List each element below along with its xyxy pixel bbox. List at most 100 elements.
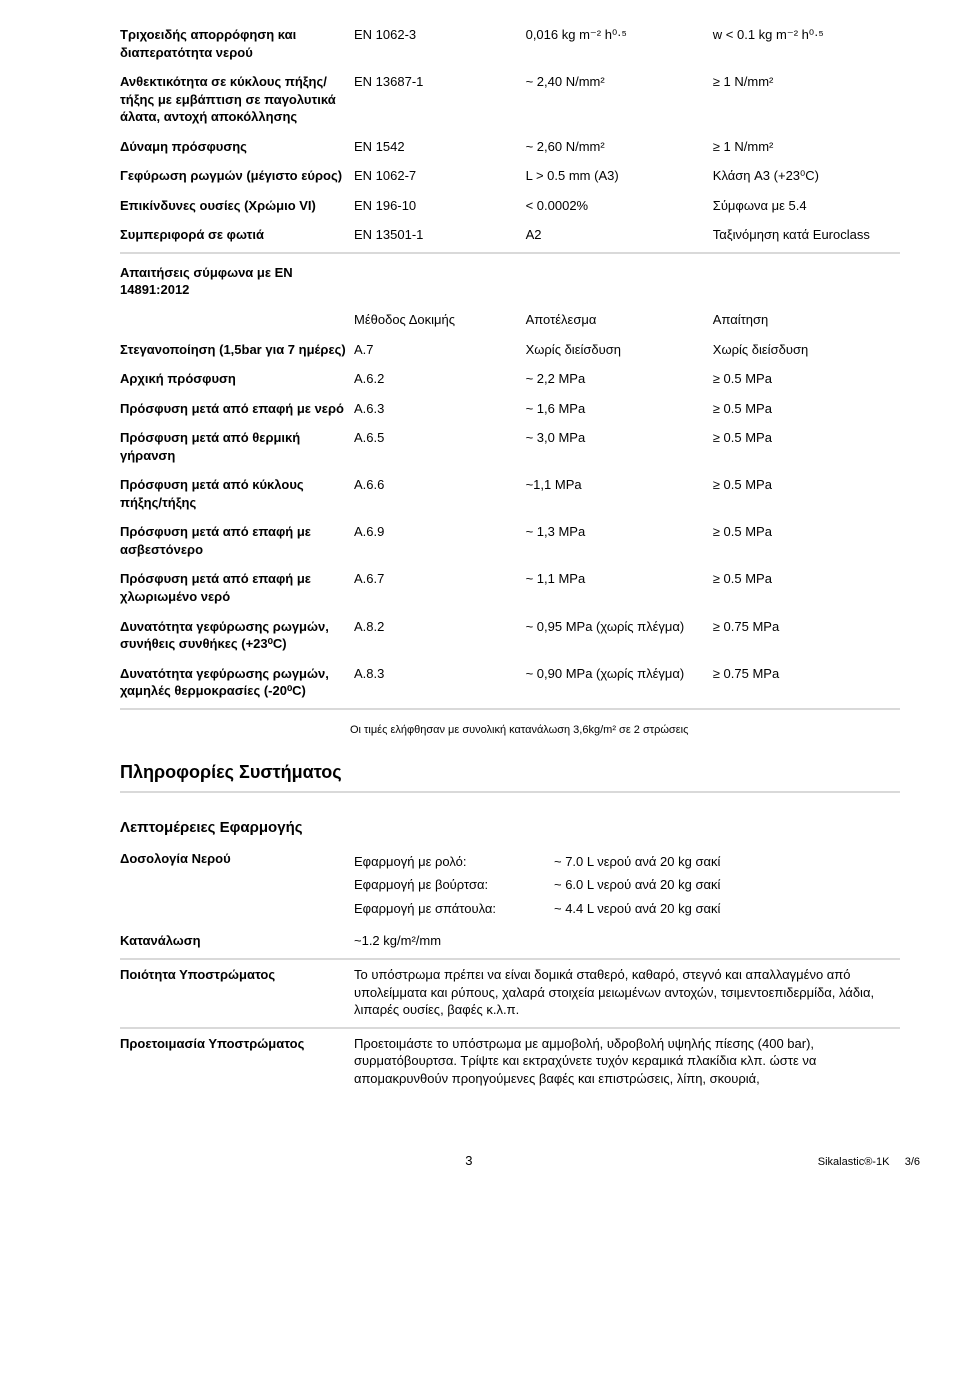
- row-requirement: ≥ 0.5 MPa: [713, 517, 900, 564]
- row-label: Συμπεριφορά σε φωτιά: [120, 220, 354, 253]
- water-dosage-row: Εφαρμογή με σπάτουλα:~ 4.4 L νερού ανά 2…: [354, 897, 892, 921]
- row-result: ~ 3,0 MPa: [526, 423, 713, 470]
- section-system-info: Πληροφορίες Συστήματος: [120, 742, 900, 791]
- table2-heading-row: Απαιτήσεις σύμφωνα με EN 14891:2012: [120, 258, 900, 305]
- row-label: Δύναμη πρόσφυσης: [120, 132, 354, 162]
- page-footer: 3 Sikalastic®-1K 3/6: [0, 1153, 960, 1188]
- row-method: A.8.3: [354, 659, 526, 709]
- footnote-text: Οι τιμές ελήφθησαν με συνολική κατανάλωσ…: [120, 710, 900, 742]
- spec-table-2: Απαιτήσεις σύμφωνα με EN 14891:2012Μέθοδ…: [120, 258, 900, 710]
- row-label: Πρόσφυση μετά από επαφή με ασβεστόνερο: [120, 517, 354, 564]
- section-app-details: Λεπτομέρειες Εφαρμογής: [120, 799, 900, 844]
- row-method: EN 13687-1: [354, 67, 526, 132]
- table-row: Πρόσφυση μετά από επαφή με νερόA.6.3~ 1,…: [120, 394, 900, 424]
- row-requirement: Κλάση A3 (+23⁰C): [713, 161, 900, 191]
- row-result: A2: [526, 220, 713, 253]
- substrate-quality-label: Ποιότητα Υποστρώματος: [120, 959, 354, 1028]
- spec-table-1: Τριχοειδής απορρόφηση και διαπερατότητα …: [120, 20, 900, 254]
- row-result: < 0.0002%: [526, 191, 713, 221]
- row-requirement: ≥ 0.75 MPa: [713, 659, 900, 709]
- row-requirement: ≥ 0.5 MPa: [713, 364, 900, 394]
- row-result: ~ 0,95 MPa (χωρίς πλέγμα): [526, 612, 713, 659]
- row-label: Γεφύρωση ρωγμών (μέγιστο εύρος): [120, 161, 354, 191]
- row-requirement: ≥ 0.5 MPa: [713, 564, 900, 611]
- row-requirement: Ταξινόμηση κατά Euroclass: [713, 220, 900, 253]
- row-method: A.6.5: [354, 423, 526, 470]
- table-row: Συμπεριφορά σε φωτιάEN 13501-1A2Ταξινόμη…: [120, 220, 900, 253]
- row-requirement: Σύμφωνα με 5.4: [713, 191, 900, 221]
- row-label: Δυνατότητα γεφύρωσης ρωγμών, χαμηλές θερ…: [120, 659, 354, 709]
- water-method: Εφαρμογή με βούρτσα:: [354, 876, 554, 894]
- row-method: EN 196-10: [354, 191, 526, 221]
- water-value: ~ 7.0 L νερού ανά 20 kg σακί: [554, 854, 720, 869]
- row-label: Δυνατότητα γεφύρωσης ρωγμών, συνήθεις συ…: [120, 612, 354, 659]
- footer-pager: 3/6: [905, 1156, 920, 1168]
- row-requirement: ≥ 1 N/mm²: [713, 132, 900, 162]
- table-row: Δυνατότητα γεφύρωσης ρωγμών, χαμηλές θερ…: [120, 659, 900, 709]
- table-row: Πρόσφυση μετά από θερμική γήρανσηA.6.5~ …: [120, 423, 900, 470]
- row-label: Αρχική πρόσφυση: [120, 364, 354, 394]
- row-result: ~ 1,3 MPa: [526, 517, 713, 564]
- row-method: EN 1062-7: [354, 161, 526, 191]
- row-method: A.8.2: [354, 612, 526, 659]
- row-result: L > 0.5 mm (A3): [526, 161, 713, 191]
- table-row: Ανθεκτικότητα σε κύκλους πήξης/τήξης με …: [120, 67, 900, 132]
- row-label: Πρόσφυση μετά από επαφή με νερό: [120, 394, 354, 424]
- table-row: Πρόσφυση μετά από επαφή με χλωριωμένο νε…: [120, 564, 900, 611]
- table-row: Στεγανοποίηση (1,5bar για 7 ημέρες)A.7Χω…: [120, 335, 900, 365]
- row-result: ~ 1,6 MPa: [526, 394, 713, 424]
- table-row: Επικίνδυνες ουσίες (Χρώμιο VI)EN 196-10<…: [120, 191, 900, 221]
- row-label: Ανθεκτικότητα σε κύκλους πήξης/τήξης με …: [120, 67, 354, 132]
- row-result: ~ 2,2 MPa: [526, 364, 713, 394]
- substrate-prep-text: Προετοιμάστε το υπόστρωμα με αμμοβολή, υ…: [354, 1028, 900, 1094]
- water-dosage-row: Εφαρμογή με ρολό:~ 7.0 L νερού ανά 20 kg…: [354, 850, 892, 874]
- footer-product: Sikalastic®-1K 3/6: [818, 1156, 920, 1168]
- row-label: Τριχοειδής απορρόφηση και διαπερατότητα …: [120, 20, 354, 67]
- water-value: ~ 4.4 L νερού ανά 20 kg σακί: [554, 901, 720, 916]
- divider: [120, 791, 900, 793]
- row-method: A.6.3: [354, 394, 526, 424]
- col-method: Μέθοδος Δοκιμής: [354, 305, 526, 335]
- water-method: Εφαρμογή με σπάτουλα:: [354, 900, 554, 918]
- row-result: Χωρίς διείσδυση: [526, 335, 713, 365]
- row-result: ~ 0,90 MPa (χωρίς πλέγμα): [526, 659, 713, 709]
- row-result: 0,016 kg m⁻² h⁰·⁵: [526, 20, 713, 67]
- row-result: ~ 2,40 N/mm²: [526, 67, 713, 132]
- table-row: Δύναμη πρόσφυσηςEN 1542~ 2,60 N/mm²≥ 1 N…: [120, 132, 900, 162]
- row-method: A.6.9: [354, 517, 526, 564]
- footer-product-name: Sikalastic®-1K: [818, 1156, 890, 1168]
- table-row: Αρχική πρόσφυσηA.6.2~ 2,2 MPa≥ 0.5 MPa: [120, 364, 900, 394]
- table2-column-headers: Μέθοδος ΔοκιμήςΑποτέλεσμαΑπαίτηση: [120, 305, 900, 335]
- table2-heading: Απαιτήσεις σύμφωνα με EN 14891:2012: [120, 258, 354, 305]
- row-requirement: ≥ 1 N/mm²: [713, 67, 900, 132]
- table-row: Δυνατότητα γεφύρωσης ρωγμών, συνήθεις συ…: [120, 612, 900, 659]
- row-result: ~1,1 MPa: [526, 470, 713, 517]
- row-label: Πρόσφυση μετά από θερμική γήρανση: [120, 423, 354, 470]
- row-requirement: ≥ 0.75 MPa: [713, 612, 900, 659]
- row-method: A.6.6: [354, 470, 526, 517]
- row-requirement: ≥ 0.5 MPa: [713, 470, 900, 517]
- substrate-quality-text: Το υπόστρωμα πρέπει να είναι δομικά σταθ…: [354, 959, 900, 1028]
- consumption-label: Κατανάλωση: [120, 926, 354, 959]
- row-method: EN 1062-3: [354, 20, 526, 67]
- row-method: A.6.7: [354, 564, 526, 611]
- row-label: Πρόσφυση μετά από επαφή με χλωριωμένο νε…: [120, 564, 354, 611]
- row-result: ~ 1,1 MPa: [526, 564, 713, 611]
- table-row: Τριχοειδής απορρόφηση και διαπερατότητα …: [120, 20, 900, 67]
- row-label: Επικίνδυνες ουσίες (Χρώμιο VI): [120, 191, 354, 221]
- row-result: ~ 2,60 N/mm²: [526, 132, 713, 162]
- row-method: A.7: [354, 335, 526, 365]
- water-dosage-values: Εφαρμογή με ρολό:~ 7.0 L νερού ανά 20 kg…: [354, 844, 900, 927]
- row-method: EN 1542: [354, 132, 526, 162]
- water-dosage-label: Δοσολογία Νερού: [120, 844, 354, 927]
- row-requirement: Χωρίς διείσδυση: [713, 335, 900, 365]
- col-result: Αποτέλεσμα: [526, 305, 713, 335]
- table-row: Πρόσφυση μετά από επαφή με ασβεστόνεροA.…: [120, 517, 900, 564]
- col-requirement: Απαίτηση: [713, 305, 900, 335]
- row-requirement: ≥ 0.5 MPa: [713, 394, 900, 424]
- row-label: Πρόσφυση μετά από κύκλους πήξης/τήξης: [120, 470, 354, 517]
- substrate-prep-label: Προετοιμασία Υποστρώματος: [120, 1028, 354, 1094]
- water-dosage-table: Δοσολογία Νερού Εφαρμογή με ρολό:~ 7.0 L…: [120, 844, 900, 1093]
- table-row: Γεφύρωση ρωγμών (μέγιστο εύρος)EN 1062-7…: [120, 161, 900, 191]
- row-method: A.6.2: [354, 364, 526, 394]
